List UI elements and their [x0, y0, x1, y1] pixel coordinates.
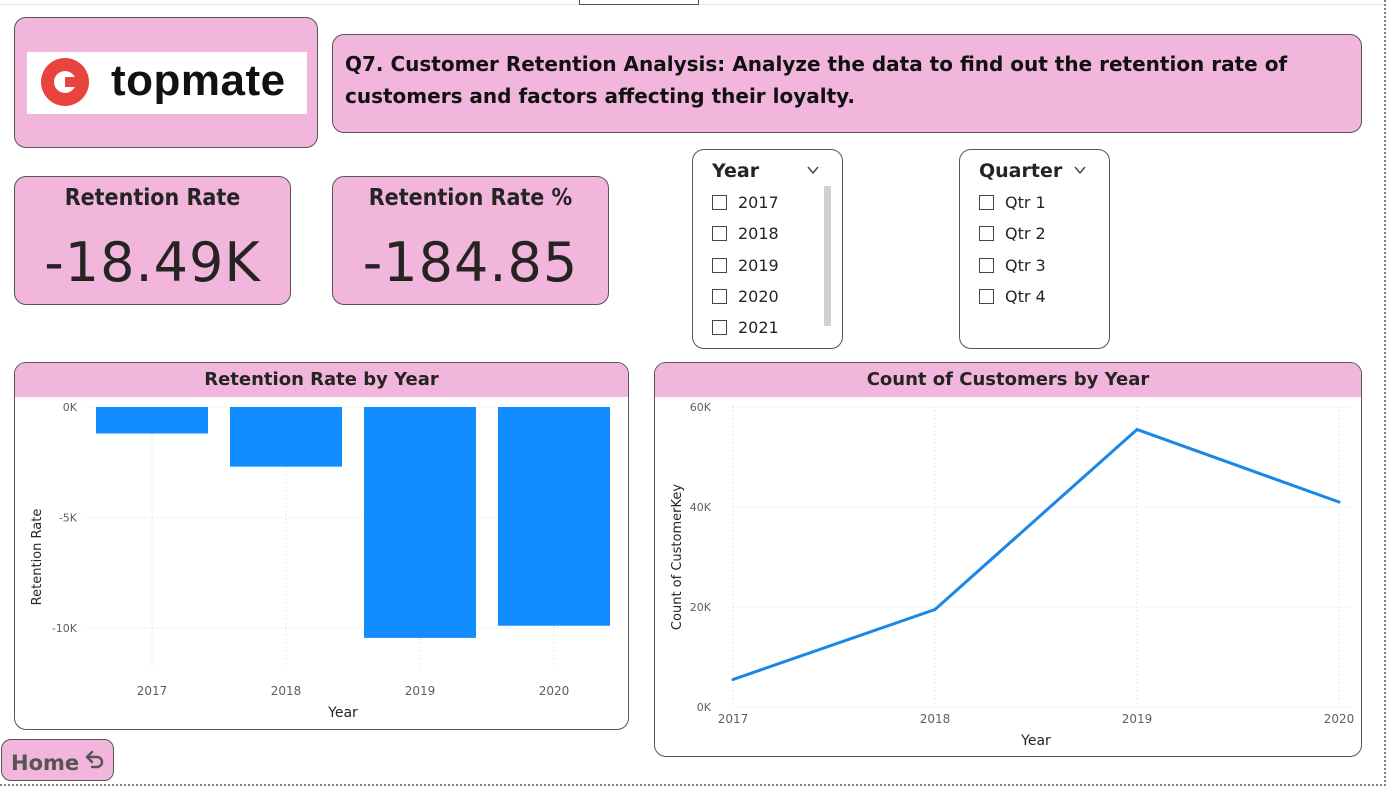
bar-2017: [96, 407, 208, 434]
y-tick-label: 0K: [697, 701, 712, 714]
series-line: [732, 428, 1340, 681]
y-tick-label: 0K: [63, 401, 78, 414]
x-tick-label: 2017: [137, 684, 168, 698]
kpi-value: -184.85: [362, 231, 579, 294]
slicer-item-2017[interactable]: 2017: [712, 190, 779, 214]
x-tick-label: 2018: [271, 684, 302, 698]
checkbox[interactable]: [979, 225, 994, 241]
x-tick-label: 2020: [539, 684, 570, 698]
slicer-item-qtr-4[interactable]: Qtr 4: [979, 284, 1046, 308]
slicer-item-qtr-3[interactable]: Qtr 3: [979, 253, 1046, 277]
slicer-item-qtr-2[interactable]: Qtr 2: [979, 221, 1046, 245]
checkbox[interactable]: [712, 319, 727, 335]
checkbox[interactable]: [979, 288, 994, 304]
slicer-item-2018[interactable]: 2018: [712, 221, 779, 245]
y-tick-label: 20K: [690, 601, 712, 614]
kpi-card-retention-rate: Retention Rate -18.49K: [14, 176, 291, 305]
y-axis-label: Retention Rate: [30, 509, 45, 606]
year-slicer: Year 2017 2018 2019 2020 2021: [692, 149, 843, 349]
bar-2018: [230, 407, 342, 467]
slicer-item-2021[interactable]: 2021: [712, 315, 779, 339]
x-tick-label: 2017: [718, 712, 749, 726]
bar-chart-svg: 0K -5K -10K 2017 2018 2019 2020 Year Retention R…: [30, 401, 621, 721]
logo-panel: topmate: [27, 52, 307, 114]
checkbox[interactable]: [712, 257, 727, 273]
question-text: Q7. Customer Retention Analysis: Analyze…: [345, 52, 1288, 108]
checkbox[interactable]: [712, 288, 727, 304]
slicer-item-2020[interactable]: 2020: [712, 284, 779, 308]
data-point-2020: [1337, 500, 1341, 504]
kpi-label: Retention Rate %: [368, 185, 573, 211]
bar-2019: [364, 407, 476, 638]
home-button[interactable]: Home: [1, 739, 114, 781]
count-of-customers-by-year-chart: 60K 40K 20K 0K 2017 2018 2019 2020 Year Count of …: [654, 362, 1362, 757]
slicer-item-qtr-1[interactable]: Qtr 1: [979, 190, 1046, 214]
question-card: Q7. Customer Retention Analysis: Analyze…: [332, 34, 1362, 133]
page-tab-handle[interactable]: [579, 0, 699, 5]
slicer-title: Year: [712, 160, 760, 182]
chevron-down-icon[interactable]: [1074, 164, 1086, 176]
kpi-value: -18.49K: [44, 231, 261, 294]
slicer-item-2019[interactable]: 2019: [712, 253, 779, 277]
x-tick-label: 2019: [405, 684, 436, 698]
home-label: Home: [11, 751, 80, 775]
chart-title: Count of Customers by Year: [655, 363, 1361, 397]
kpi-label: Retention Rate: [64, 185, 241, 211]
back-arrow-icon: [85, 750, 104, 769]
y-tick-label: 60K: [690, 401, 712, 414]
checkbox[interactable]: [979, 194, 994, 210]
logo-card: topmate: [14, 17, 318, 148]
y-tick-label: 40K: [690, 501, 712, 514]
x-tick-label: 2019: [1122, 712, 1153, 726]
y-axis-label: Count of CustomerKey: [670, 484, 685, 630]
line-chart-svg: 60K 40K 20K 0K 2017 2018 2019 2020 Year Count of …: [670, 401, 1355, 749]
bar-2020: [498, 407, 610, 626]
y-tick-label: -5K: [59, 511, 78, 524]
slicer-scrollbar[interactable]: [824, 186, 831, 326]
checkbox[interactable]: [712, 194, 727, 210]
retention-rate-by-year-chart: 0K -5K -10K 2017 2018 2019 2020 Year Retention R…: [14, 362, 629, 730]
y-tick-label: -10K: [52, 622, 78, 635]
checkbox[interactable]: [712, 225, 727, 241]
kpi-card-retention-rate-percent: Retention Rate % -184.85: [332, 176, 609, 305]
topmate-logo-icon: [41, 58, 89, 106]
x-tick-label: 2020: [1324, 712, 1355, 726]
x-tick-label: 2018: [920, 712, 951, 726]
quarter-slicer: Quarter Qtr 1 Qtr 2 Qtr 3 Qtr 4: [959, 149, 1110, 349]
data-point-2018: [933, 608, 937, 611]
slicer-title: Quarter: [979, 160, 1063, 182]
x-axis-label: Year: [327, 705, 358, 721]
x-axis-label: Year: [1020, 733, 1051, 749]
chart-title: Retention Rate by Year: [15, 363, 628, 397]
checkbox[interactable]: [979, 257, 994, 273]
chevron-down-icon[interactable]: [807, 164, 819, 176]
data-point-2019: [1135, 428, 1139, 431]
data-point-2017: [731, 678, 735, 681]
logo-text: topmate: [111, 56, 286, 105]
